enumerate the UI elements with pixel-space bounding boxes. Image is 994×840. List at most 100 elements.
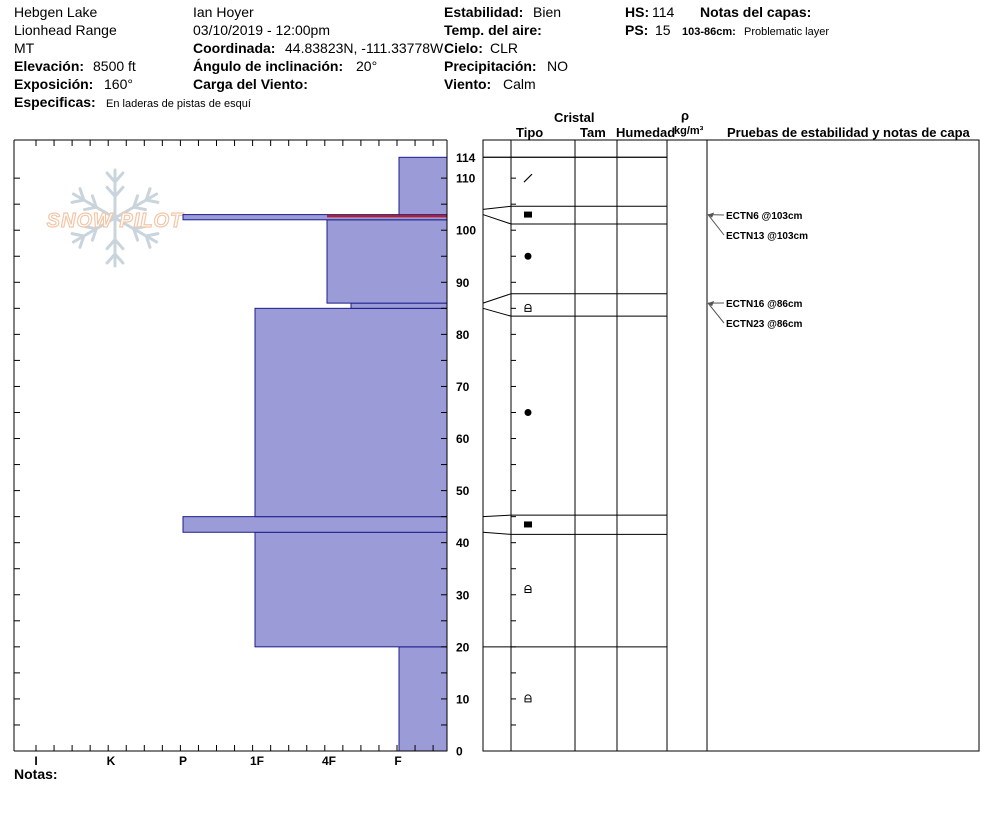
sky-label: Cielo: bbox=[444, 40, 483, 56]
depth-tick-label: 50 bbox=[456, 484, 470, 498]
hardness-layer-bar bbox=[254, 531, 448, 648]
snowflake-arm bbox=[113, 216, 159, 244]
location: Hebgen Lake bbox=[14, 4, 98, 20]
moisture-header: Humedad bbox=[616, 125, 676, 140]
depth-tick-label: 70 bbox=[456, 380, 470, 394]
stability-test-arrowhead bbox=[708, 301, 714, 307]
layer-notes-label: Notas del capas: bbox=[700, 4, 812, 20]
aspect-value: 160° bbox=[104, 76, 133, 92]
crystal-header: Cristal bbox=[554, 110, 595, 125]
hardness-axis-label: F bbox=[394, 754, 401, 768]
layer-boundary-line bbox=[482, 293, 667, 304]
layer-boundary-line bbox=[482, 214, 667, 225]
slope-label: Ángulo de inclinación: bbox=[193, 58, 344, 74]
notes-label: Notas: bbox=[14, 766, 58, 782]
snowflake-branch bbox=[113, 185, 125, 198]
depth-tick-label: 100 bbox=[456, 224, 476, 238]
snowflake-branch bbox=[144, 198, 160, 204]
datetime: 03/10/2019 - 12:00pm bbox=[193, 22, 330, 38]
layer-boundary-line bbox=[482, 307, 667, 317]
elevation-label: Elevación: bbox=[14, 58, 85, 74]
grain-rounded-symbol bbox=[524, 408, 532, 416]
hardness-layer-bar bbox=[350, 302, 448, 309]
depth-tick-label: 90 bbox=[456, 276, 470, 290]
grain-faceted-rounded-symbol bbox=[524, 303, 532, 312]
stability-test-label: ECTN23 @86cm bbox=[726, 319, 803, 330]
snowflake-branch bbox=[113, 238, 125, 251]
range: Lionhead Range bbox=[14, 22, 117, 38]
state: MT bbox=[14, 40, 35, 56]
grain-faceted-symbol bbox=[524, 521, 532, 528]
snowflake-branch bbox=[83, 205, 98, 212]
crystal-table-frame bbox=[482, 139, 980, 752]
coordinate-value: 44.83823N, -111.33778W bbox=[285, 40, 444, 56]
layer-note-range: 103-86cm: bbox=[682, 26, 736, 38]
depth-tick-label: 114 bbox=[456, 151, 476, 165]
observer: Ian Hoyer bbox=[193, 4, 254, 20]
snowflake-branch bbox=[144, 187, 152, 202]
ps-label: PS: bbox=[625, 22, 649, 38]
snowflake-branch bbox=[78, 234, 86, 249]
snowflake-branch bbox=[144, 234, 152, 249]
stability-test-arrow bbox=[707, 302, 725, 324]
snowflake-branch bbox=[105, 252, 117, 265]
grain-faceted-symbol bbox=[524, 211, 532, 218]
density-unit-header: kg/m³ bbox=[674, 125, 704, 137]
depth-tick-label: 30 bbox=[456, 588, 470, 602]
specifics-label: Especificas: bbox=[14, 94, 96, 110]
snowflake-branch bbox=[90, 227, 98, 242]
wind-value: Calm bbox=[503, 76, 536, 92]
depth-tick-label: 10 bbox=[456, 692, 470, 706]
stability-value: Bien bbox=[533, 4, 562, 20]
size-header: Tam bbox=[580, 125, 606, 140]
tests-header: Pruebas de estabilidad y notas de capa bbox=[727, 125, 970, 140]
snow-pilot-logo: SNOW PILOT bbox=[46, 168, 184, 268]
hardness-layer-bar bbox=[398, 156, 448, 216]
hardness-layer-bar bbox=[182, 516, 448, 533]
hardness-axis-label: K bbox=[107, 754, 116, 768]
hardness-axis-label: 4F bbox=[322, 754, 336, 768]
snowflake-branch bbox=[113, 252, 125, 265]
snowflake-branch bbox=[132, 224, 147, 231]
precip-label: Precipitación: bbox=[444, 58, 537, 74]
snowflake-branch bbox=[105, 238, 117, 251]
elevation-value: 8500 ft bbox=[93, 58, 136, 74]
grain-decomposing-symbol bbox=[523, 173, 533, 183]
depth-tick-label: 60 bbox=[456, 432, 470, 446]
stability-label: Estabilidad: bbox=[444, 4, 524, 20]
logo-text: SNOW PILOT bbox=[47, 210, 184, 232]
hardness-layer-bar bbox=[254, 307, 448, 518]
ps-value: 15 bbox=[655, 22, 671, 38]
snowflake-branch bbox=[144, 232, 160, 238]
snowflake-arm bbox=[71, 192, 117, 220]
air-temp-label: Temp. del aire: bbox=[444, 22, 542, 38]
aspect-label: Exposición: bbox=[14, 76, 94, 92]
snowflake-branch bbox=[132, 194, 140, 209]
grain-faceted-rounded-symbol bbox=[524, 585, 532, 594]
grain-faceted-rounded-symbol bbox=[524, 694, 532, 703]
depth-tick-label: 110 bbox=[456, 172, 476, 186]
slope-value: 20° bbox=[356, 58, 378, 74]
wind-load-label: Carga del Viento: bbox=[193, 76, 308, 92]
snowflake-branch bbox=[83, 224, 98, 231]
snowflake-branch bbox=[113, 171, 125, 184]
stability-test-label: ECTN13 @103cm bbox=[726, 231, 808, 242]
layer-note-text: Problematic layer bbox=[744, 26, 829, 38]
snowflake-branch bbox=[78, 187, 86, 202]
depth-tick-label: 80 bbox=[456, 328, 470, 342]
snowflake-branch bbox=[90, 194, 98, 209]
precip-value: NO bbox=[547, 58, 568, 74]
snowflake-branch bbox=[105, 171, 117, 184]
rho-header: ρ bbox=[681, 108, 690, 123]
type-header: Tipo bbox=[516, 125, 544, 140]
snowflake-branch bbox=[70, 232, 86, 238]
hs-value: 114 bbox=[652, 4, 675, 20]
layer-boundary-line bbox=[482, 514, 667, 518]
stability-test-arrow bbox=[707, 214, 725, 236]
hardness-axis-label: 1F bbox=[250, 754, 264, 768]
depth-tick-label: 0 bbox=[456, 745, 463, 759]
hardness-axis-label: P bbox=[179, 754, 187, 768]
snowflake-branch bbox=[70, 198, 86, 204]
stability-test-label: ECTN6 @103cm bbox=[726, 211, 803, 222]
